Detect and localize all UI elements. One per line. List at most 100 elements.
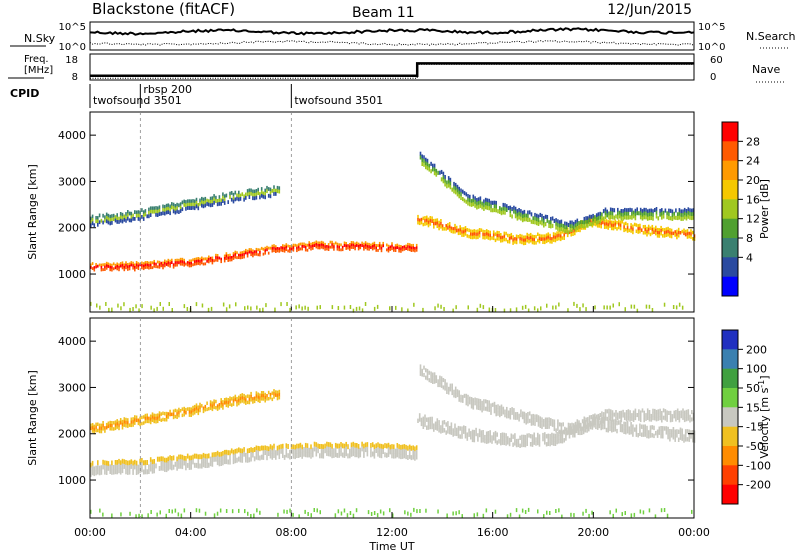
velocity-echo-mark (642, 428, 645, 433)
velocity-echo-mark (262, 450, 265, 456)
velocity-echo-mark (95, 470, 97, 476)
velocity-echo-mark (102, 459, 104, 465)
near-range-echo-mark (201, 303, 204, 308)
power-echo-mark (181, 257, 184, 261)
near-range-echo-mark (346, 513, 349, 518)
velocity-echo-mark (598, 415, 601, 421)
velocity-echo-mark (239, 452, 242, 458)
velocity-echo-mark (174, 414, 177, 419)
velocity-echo-mark (543, 419, 545, 424)
near-range-echo-mark (552, 305, 554, 310)
velocity-echo-mark (273, 392, 275, 396)
near-range-echo-mark (111, 513, 113, 518)
velocity-echo-mark (176, 461, 178, 467)
velocity-echo-mark (559, 434, 562, 440)
power-echo-mark (460, 188, 462, 193)
velocity-echo-mark (644, 432, 646, 437)
velocity-echo-mark (373, 444, 376, 450)
power-echo-mark (632, 210, 635, 215)
power-echo-mark (223, 201, 226, 205)
velocity-echo-mark (429, 416, 432, 422)
velocity-echo-mark (476, 401, 478, 406)
power-echo-mark (600, 224, 602, 229)
power-echo-mark (308, 243, 310, 247)
power-echo-mark (149, 263, 152, 267)
velocity-echo-mark (681, 432, 683, 437)
power-echo-mark (679, 231, 682, 235)
power-echo-mark (401, 248, 404, 252)
power-echo-mark (149, 213, 152, 217)
near-range-echo-mark (621, 512, 623, 517)
power-echo-mark (669, 228, 671, 232)
power-echo-mark (470, 202, 473, 207)
power-echo-mark (234, 253, 237, 257)
power-echo-mark (558, 236, 560, 241)
velocity-echo-mark (619, 423, 622, 428)
power-echo-mark (438, 223, 440, 228)
power-echo-mark (415, 246, 418, 250)
velocity-echo-mark (109, 427, 111, 431)
velocity-echo-mark (451, 383, 453, 388)
power-echo-mark (142, 262, 145, 266)
velocity-echo-mark (137, 469, 140, 475)
power-echo-mark (232, 254, 235, 258)
power-echo-mark (105, 261, 108, 265)
velocity-echo-mark (449, 387, 452, 392)
power-echo-mark (507, 233, 509, 238)
power-echo-mark (670, 231, 673, 236)
velocity-echo-mark (651, 425, 654, 430)
power-echo-mark (644, 231, 646, 235)
power-echo-mark (434, 221, 437, 226)
velocity-echo-mark (632, 428, 634, 433)
power-echo-mark (572, 225, 575, 230)
power-echo-mark (611, 223, 613, 228)
velocity-echo-mark (204, 458, 207, 464)
velocity-echo-mark (250, 456, 252, 462)
power-echo-mark (536, 213, 538, 218)
power-echo-mark (490, 204, 492, 209)
velocity-echo-mark (269, 444, 272, 450)
power-echo-mark (197, 257, 200, 260)
power-echo-mark (164, 204, 166, 209)
colorbar-swatch (722, 484, 738, 505)
near-range-echo-mark (343, 305, 346, 310)
power-echo-mark (572, 232, 574, 236)
velocity-echo-mark (354, 452, 356, 458)
near-range-echo-mark (207, 307, 210, 312)
power-echo-mark (592, 217, 594, 222)
velocity-echo-mark (114, 469, 117, 475)
velocity-echo-mark (420, 421, 423, 427)
velocity-echo-mark (650, 417, 653, 422)
velocity-echo-mark (518, 413, 520, 418)
velocity-echo-mark (127, 418, 129, 422)
near-range-echo-mark (461, 514, 463, 519)
velocity-echo-mark (537, 436, 539, 442)
power-echo-mark (507, 239, 509, 244)
power-echo-mark (619, 226, 622, 231)
power-echo-mark (600, 221, 602, 226)
cpid-segment-label: twofsound 3501 (294, 94, 383, 107)
power-echo-mark (648, 212, 651, 217)
velocity-echo-mark (380, 453, 383, 459)
velocity-echo-mark (220, 404, 222, 408)
power-echo-mark (142, 217, 145, 221)
power-echo-mark (665, 227, 668, 231)
power-echo-mark (620, 216, 623, 221)
power-echo-mark (632, 214, 635, 219)
power-echo-mark (275, 247, 277, 251)
velocity-echo-mark (125, 420, 127, 425)
velocity-echo-mark (457, 429, 460, 435)
power-echo-mark (232, 257, 235, 260)
velocity-echo-mark (119, 421, 122, 425)
velocity-echo-mark (349, 448, 351, 454)
velocity-echo-mark (125, 417, 127, 422)
colorbar-swatch (722, 257, 738, 278)
velocity-echo-mark (675, 413, 677, 418)
power-echo-mark (692, 230, 694, 235)
velocity-echo-mark (262, 397, 265, 401)
power-echo-mark (680, 213, 682, 218)
power-echo-mark (491, 208, 494, 213)
velocity-echo-mark (334, 442, 337, 448)
velocity-echo-mark (162, 461, 164, 467)
velocity-echo-mark (253, 447, 256, 452)
